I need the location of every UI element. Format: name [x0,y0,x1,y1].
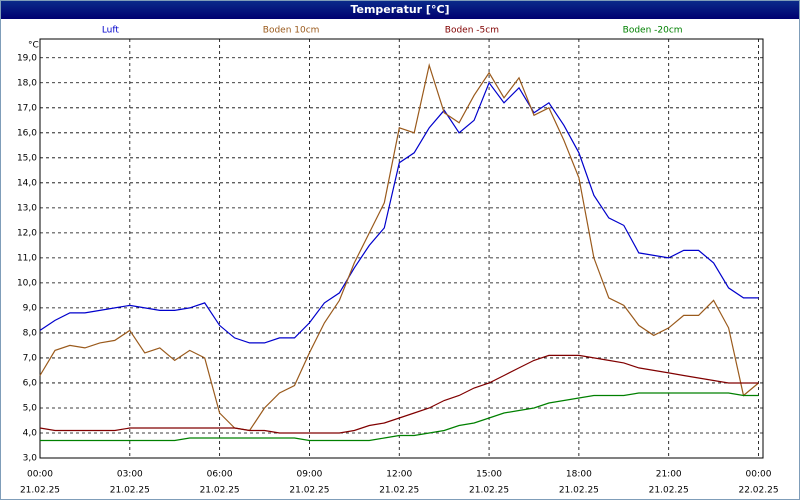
y-tick-label: 17,0 [17,103,37,113]
x-tick-label: 06:00 [207,470,233,480]
chart-title: Temperatur [°C] [1,1,799,19]
x-tick-label: 00:00 [27,470,53,480]
y-tick-label: 4,0 [23,428,38,438]
y-tick-label: 7,0 [23,353,38,363]
chart: °C 3,0 4,0 5,0 6,0 7,0 8,0 9,0 10,0 11,0 12,0 13,0… [17,26,779,496]
y-tick-label: 18,0 [17,78,37,88]
y-tick-label: 8,0 [23,328,38,338]
x-tick-date: 21.02.25 [379,486,419,496]
y-tick-label: 14,0 [17,178,37,188]
x-tick-date: 21.02.25 [469,486,509,496]
y-tick-label: 15,0 [17,153,37,163]
y-unit: °C [28,41,39,51]
x-tick-date: 21.02.25 [649,486,689,496]
legend-entry: Boden 10cm [263,26,320,36]
x-tick-date: 21.02.25 [559,486,599,496]
legend-entry: Luft [102,26,120,36]
x-tick-label: 09:00 [296,470,322,480]
legend-entry: Boden -20cm [623,26,683,36]
data-line [40,392,759,442]
y-tick-label: 10,0 [17,278,37,288]
x-tick-date: 21.02.25 [20,486,60,496]
data-line [39,62,759,432]
y-tick-label: 19,0 [17,53,37,63]
y-tick-label: 11,0 [17,253,37,263]
y-tick-label: 16,0 [17,128,37,138]
y-tick-label: 13,0 [17,203,37,213]
x-tick-label: 12:00 [386,470,412,480]
x-tick-label: 03:00 [117,470,143,480]
x-tick-label: 18:00 [566,470,592,480]
data-line [39,81,759,344]
y-tick-label: 5,0 [23,403,38,413]
legend-entry: Boden -5cm [445,26,499,36]
y-tick-label: 9,0 [23,303,38,313]
y-tick-label: 6,0 [23,378,38,388]
data-line [39,354,759,434]
y-tick-label: 3,0 [23,454,38,464]
x-tick-date: 21.02.25 [110,486,150,496]
plot-area [39,38,764,459]
x-tick-date: 21.02.25 [200,486,240,496]
x-tick-date: 21.02.25 [289,486,329,496]
x-tick-date: 22.02.25 [738,486,778,496]
x-tick-label: 15:00 [476,470,502,480]
x-tick-label: 00:00 [746,470,772,480]
y-tick-label: 12,0 [17,228,37,238]
x-tick-label: 21:00 [656,470,682,480]
